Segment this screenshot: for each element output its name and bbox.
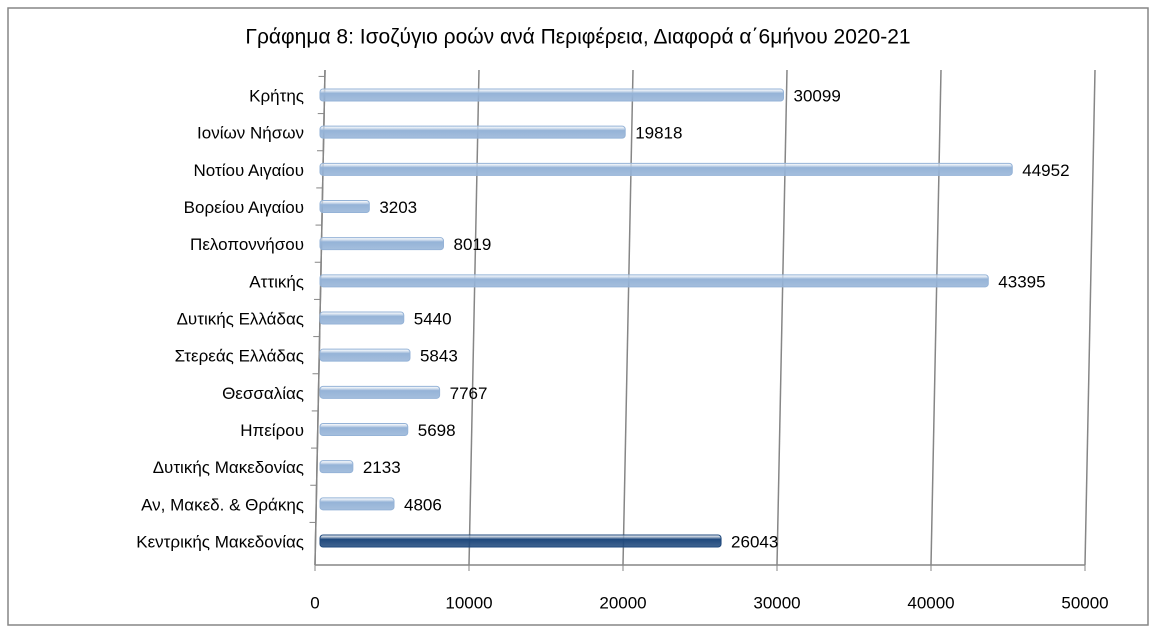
- chart-frame: [7, 7, 1149, 626]
- chart-title: Γράφημα 8: Ισοζύγιο ροών ανά Περιφέρεια,…: [245, 26, 910, 49]
- bar: [319, 423, 409, 436]
- bar: [319, 497, 395, 511]
- bar: [319, 311, 405, 325]
- value-label: 4806: [404, 495, 442, 514]
- x-tick-label: 10000: [445, 593, 492, 612]
- value-label: 7767: [450, 384, 488, 403]
- bar: [319, 534, 722, 548]
- y-tick-label: Πελοποννήσου: [190, 235, 304, 254]
- value-label: 5843: [420, 347, 458, 366]
- y-tick-label: Ηπείρου: [240, 421, 304, 440]
- value-label: 30099: [794, 86, 841, 105]
- value-label: 44952: [1022, 161, 1069, 180]
- value-label: 5698: [418, 421, 456, 440]
- y-tick-label: Βορείου Αιγαίου: [184, 198, 304, 217]
- bar: [319, 460, 354, 474]
- bar: [319, 385, 441, 399]
- value-label: 3203: [379, 198, 417, 217]
- y-tick-label: Αν, Μακεδ. & Θράκης: [141, 495, 304, 514]
- y-tick-label: Ιονίων Νήσων: [197, 124, 304, 143]
- grid-line: [776, 69, 788, 566]
- value-label: 8019: [453, 235, 491, 254]
- bar: [319, 88, 785, 102]
- y-tick-label: Κεντρικής Μακεδονίας: [136, 532, 304, 551]
- y-tick-label: Θεσσαλίας: [222, 384, 304, 403]
- y-tick-label: Δυτικής Μακεδονίας: [153, 458, 304, 477]
- x-tick-label: 30000: [753, 593, 800, 612]
- bar: [319, 162, 1013, 176]
- grid-line: [622, 69, 634, 566]
- x-tick-label: 40000: [907, 593, 954, 612]
- value-label: 2133: [363, 458, 401, 477]
- bar: [319, 125, 626, 139]
- grid-line: [468, 69, 480, 566]
- bar: [319, 200, 370, 213]
- grid-line: [1084, 69, 1096, 566]
- y-tick-label: Νοτίου Αιγαίου: [194, 161, 305, 180]
- y-tick-label: Στερεάς Ελλάδας: [175, 347, 304, 366]
- value-label: 26043: [731, 532, 778, 551]
- value-label: 43395: [998, 272, 1045, 291]
- bar: [319, 348, 411, 362]
- x-tick-label: 0: [310, 593, 319, 612]
- grid-line: [930, 69, 942, 566]
- x-tick-label: 50000: [1061, 593, 1108, 612]
- x-tick-label: 20000: [599, 593, 646, 612]
- value-label: 19818: [635, 124, 682, 143]
- bar: [319, 237, 444, 251]
- bar: [319, 274, 989, 288]
- y-tick-label: Δυτικής Ελλάδας: [177, 309, 304, 328]
- value-label: 5440: [414, 309, 452, 328]
- y-tick-label: Αττικής: [249, 272, 304, 291]
- y-tick-label: Κρήτης: [249, 86, 304, 105]
